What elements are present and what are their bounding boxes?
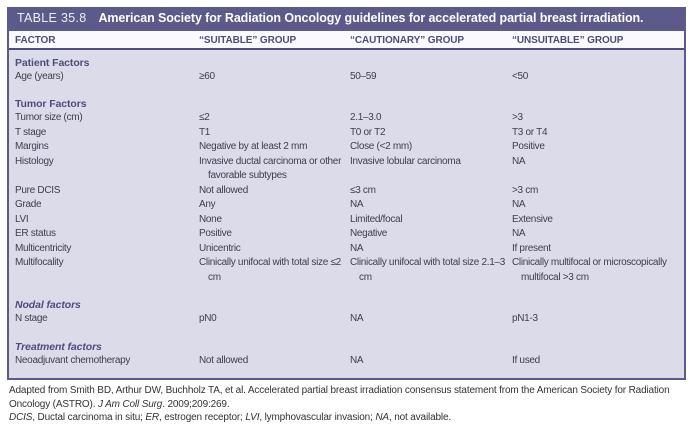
cell-cautionary: Limited/focal	[350, 213, 403, 225]
abbrev-term: ER	[145, 412, 159, 423]
cell-suitable: ≥60	[199, 70, 215, 82]
column-header-suitable: “SUITABLE” GROUP	[199, 34, 297, 46]
cell-cautionary: Clinically unifocal with total size 2.1–…	[350, 257, 506, 283]
abbreviations-note: DCIS, Ductal carcinoma in situ; ER, estr…	[9, 411, 684, 425]
cell-factor: Pure DCIS	[15, 184, 61, 196]
cell-suitable: ≤2	[199, 112, 210, 123]
table-row: Margins Negative by at least 2 mm Close (<…	[9, 140, 684, 155]
cell-factor: Age (years)	[15, 70, 64, 82]
cell-factor: Multifocality	[15, 257, 64, 268]
cell-suitable: Clinically unifocal with total size ≤2 c…	[199, 257, 341, 283]
cell-cautionary: Close (<2 mm)	[350, 141, 412, 152]
table-row: Grade Any NA NA	[9, 198, 684, 213]
cell-factor: Multicentricity	[15, 242, 72, 254]
cell-unsuitable: Extensive	[512, 213, 553, 225]
abbrev-term: NA	[375, 412, 389, 423]
cell-cautionary: NA	[350, 354, 364, 366]
cell-factor: LVI	[15, 213, 29, 225]
section-heading: Treatment factors	[15, 340, 102, 353]
abbrev-term: DCIS	[9, 412, 33, 423]
table-row: Pure DCIS Not allowed ≤3 cm >3 cm	[9, 184, 684, 199]
table-row: Age (years) ≥60 50–59 <50	[9, 70, 684, 85]
cell-cautionary: Invasive lobular carcinoma	[350, 155, 461, 167]
abbrev-text: , Ductal carcinoma in situ;	[32, 412, 146, 423]
table-row: N stage pN0 NA pN1-3	[9, 312, 684, 327]
cell-suitable: Negative by at least 2 mm	[199, 141, 308, 152]
guidelines-table: TABLE 35.8 American Society for Radiation…	[7, 7, 686, 380]
cell-unsuitable: NA	[512, 199, 526, 210]
cell-suitable: None	[199, 213, 222, 225]
cell-suitable: Unicentric	[199, 242, 241, 254]
abbrev-term: LVI	[245, 412, 260, 423]
cell-factor: T stage	[15, 126, 47, 138]
cell-unsuitable: NA	[512, 155, 526, 167]
table-title: American Society for Radiation Oncology …	[98, 11, 644, 25]
table-row: Tumor size (cm) ≤2 2.1–3.0 >3	[9, 111, 684, 126]
column-header-factor: FACTOR	[15, 34, 56, 46]
cell-factor: Margins	[15, 141, 49, 152]
table-header-row: FACTOR “SUITABLE” GROUP “CAUTIONARY” GRO…	[9, 30, 684, 50]
cell-suitable: Any	[199, 199, 216, 210]
cell-factor: Neoadjuvant chemotherapy	[15, 354, 131, 366]
cell-unsuitable: pN1-3	[512, 313, 538, 324]
journal-name: J Am Coll Surg	[98, 398, 163, 410]
cell-cautionary: ≤3 cm	[350, 184, 376, 196]
table-row: LVI None Limited/focal Extensive	[9, 213, 684, 228]
table-row: ER status Positive Negative NA	[9, 227, 684, 242]
abbrev-text: , not available.	[388, 412, 452, 423]
cell-unsuitable: >3	[512, 112, 523, 123]
table-row: Multifocality Clinically unifocal with to…	[9, 256, 684, 285]
table-row: Multicentricity Unicentric NA If present	[9, 242, 684, 257]
cell-cautionary: T0 or T2	[350, 126, 386, 138]
table-title-bar: TABLE 35.8 American Society for Radiation…	[7, 7, 686, 31]
cell-unsuitable: Clinically multifocal or microscopically…	[512, 257, 667, 283]
section-heading: Patient Factors	[15, 56, 90, 69]
abbrev-text: , lymphovascular invasion;	[259, 412, 376, 423]
cell-unsuitable: >3 cm	[512, 184, 539, 196]
table-row: Neoadjuvant chemotherapy Not allowed NA If …	[9, 354, 684, 369]
cell-cautionary: NA	[350, 313, 364, 324]
column-header-unsuitable: “UNSUITABLE” GROUP	[512, 34, 624, 46]
table-sections: Patient Factors Age (years) ≥60 50–59 <50 Tum…	[9, 56, 684, 369]
cell-unsuitable: T3 or T4	[512, 126, 548, 138]
cell-factor: Grade	[15, 199, 42, 210]
column-header-cautionary: “CAUTIONARY” GROUP	[350, 34, 464, 46]
cell-factor: Histology	[15, 155, 54, 167]
cell-factor: ER status	[15, 228, 56, 239]
cell-unsuitable: If used	[512, 354, 540, 366]
cell-unsuitable: NA	[512, 228, 526, 239]
cell-cautionary: NA	[350, 199, 364, 210]
table-row: Histology Invasive ductal carcinoma or ot…	[9, 155, 684, 184]
cell-suitable: T1	[199, 126, 211, 138]
cell-cautionary: 50–59	[350, 70, 377, 82]
cell-suitable: Not allowed	[199, 354, 248, 366]
source-text: Adapted from Smith BD, Arthur DW, Buchho…	[9, 385, 670, 410]
cell-factor: Tumor size (cm)	[15, 112, 83, 123]
table-number: TABLE 35.8	[17, 11, 87, 25]
cell-cautionary: 2.1–3.0	[350, 112, 382, 123]
source-citation: Adapted from Smith BD, Arthur DW, Buchho…	[9, 384, 684, 411]
section-heading: Nodal factors	[15, 299, 81, 311]
source-suffix: . 2009;209:269.	[162, 398, 230, 410]
cell-suitable: Positive	[199, 228, 232, 239]
cell-factor: N stage	[15, 313, 48, 324]
cell-unsuitable: Positive	[512, 141, 545, 152]
cell-suitable: Not allowed	[199, 184, 248, 196]
cell-suitable: Invasive ductal carcinoma or other favor…	[199, 155, 342, 182]
table-body: FACTOR “SUITABLE” GROUP “CAUTIONARY” GRO…	[7, 30, 686, 380]
cell-unsuitable: <50	[512, 70, 529, 82]
cell-suitable: pN0	[199, 313, 217, 324]
abbrev-text: , estrogen receptor;	[158, 412, 246, 423]
table-row: T stage T1 T0 or T2 T3 or T4	[9, 126, 684, 141]
cell-cautionary: NA	[350, 242, 364, 254]
footnotes: Adapted from Smith BD, Arthur DW, Buchho…	[7, 380, 686, 425]
cell-unsuitable: If present	[512, 242, 551, 254]
section-heading: Tumor Factors	[15, 98, 87, 110]
cell-cautionary: Negative	[350, 228, 388, 239]
